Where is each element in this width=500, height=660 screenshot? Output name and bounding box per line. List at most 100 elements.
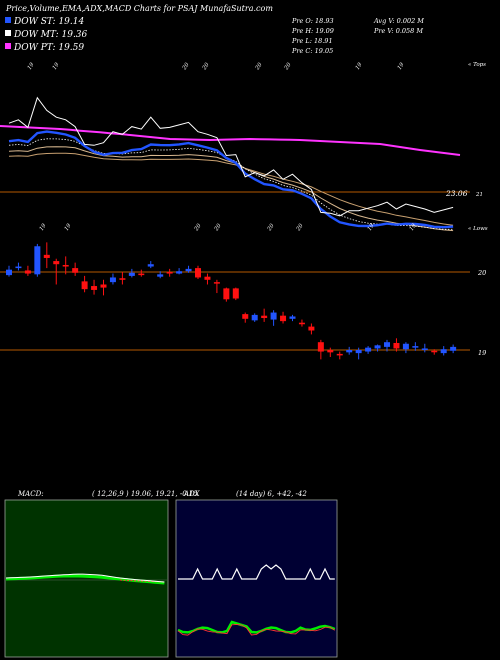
candle xyxy=(355,347,362,360)
ema-mt-dotted-line xyxy=(8,138,454,230)
candle-body xyxy=(346,350,353,353)
ribbon-date-label: 20 xyxy=(193,223,203,233)
candle-body xyxy=(195,268,201,278)
ribbon-date-label: 19 xyxy=(39,223,48,233)
avg-volume: Avg V: 0.002 M xyxy=(373,17,424,25)
candle xyxy=(147,261,154,269)
ribbon-date-labels: 19 19 20 20 20 20 19 19 xyxy=(39,223,418,233)
top-date-label: 20 xyxy=(254,62,264,72)
candle xyxy=(412,342,419,351)
candle-body xyxy=(298,322,305,325)
ribbon-date-label: 20 xyxy=(295,223,305,233)
prev-low: Pre L: 18.91 xyxy=(291,37,333,45)
candle xyxy=(223,287,230,302)
price-line xyxy=(8,96,454,217)
ema-long-line xyxy=(8,152,454,226)
candle-body xyxy=(261,315,268,319)
prev-volume: Pre V: 0.058 M xyxy=(373,27,423,35)
candle xyxy=(374,344,381,352)
macd-line xyxy=(5,573,165,583)
candle-body xyxy=(251,314,258,321)
candle-body xyxy=(72,268,79,273)
candle xyxy=(213,279,220,294)
top-date-label: 20 xyxy=(201,62,211,72)
candle-body xyxy=(147,264,154,267)
level-20-label: 20 xyxy=(477,269,486,277)
macd-panel: MACD: ( 12,26,9 ) 19.06, 19.21, -0.15 xyxy=(4,490,198,658)
tops-label: « Tops xyxy=(468,62,486,68)
legend-dow-pt: DOW PT: 19.59 xyxy=(13,43,84,53)
candle-body xyxy=(308,326,315,331)
top-date-label: 20 xyxy=(283,62,293,72)
adx-minus-di-line xyxy=(177,623,336,636)
candle xyxy=(346,346,353,355)
candle-panel: « Lows 19 19 20 20 20 20 19 19 20 19 xyxy=(0,223,488,360)
candle-body xyxy=(327,350,334,353)
legend: DOW ST: 19.14 DOW MT: 19.36 DOW PT: 19.5… xyxy=(5,17,88,53)
candle-body xyxy=(365,347,372,352)
candle xyxy=(298,319,305,327)
candles xyxy=(6,242,457,360)
candle-body xyxy=(204,276,211,280)
candle xyxy=(62,256,69,275)
candle-body xyxy=(109,277,116,283)
top-date-labels: 19 19 20 20 20 20 19 19 xyxy=(27,62,406,72)
candle-body xyxy=(15,266,22,269)
candle xyxy=(402,342,409,354)
candle xyxy=(232,287,239,301)
candle xyxy=(261,308,268,322)
candle xyxy=(336,351,343,360)
candle-body xyxy=(270,312,277,320)
ema-pt-line xyxy=(0,125,461,156)
candle xyxy=(138,269,145,277)
candle xyxy=(384,339,390,352)
candle-body xyxy=(91,286,98,290)
candle-body xyxy=(43,254,50,258)
candle xyxy=(128,268,135,278)
prev-close: Pre C: 19.05 xyxy=(291,47,333,55)
candle-body xyxy=(317,342,324,352)
legend-swatch-dow-mt xyxy=(5,30,11,36)
candle xyxy=(72,262,79,276)
lows-label: « Lows xyxy=(468,226,488,232)
candle xyxy=(24,265,31,276)
candle-body xyxy=(440,349,447,354)
candle-body xyxy=(450,346,457,351)
legend-swatch-dow-pt xyxy=(5,43,11,49)
candle xyxy=(6,265,12,277)
ema-level-label-2: 21 xyxy=(475,192,483,198)
candle xyxy=(81,275,88,293)
legend-dow-st: DOW ST: 19.14 xyxy=(13,17,84,27)
ohlc-readout: Pre O: 18.93 Pre H: 19.09 Pre L: 18.91 P… xyxy=(291,17,424,55)
candle-body xyxy=(213,282,220,284)
legend-dow-mt: DOW MT: 19.36 xyxy=(13,30,88,40)
macd-signal-line xyxy=(119,579,166,583)
candle xyxy=(53,258,60,285)
top-date-label: 19 xyxy=(397,62,406,72)
ema-mid-line xyxy=(8,146,454,232)
candle xyxy=(431,349,438,355)
candle xyxy=(100,279,107,296)
ribbon-date-label: 20 xyxy=(266,223,276,233)
top-date-label: 20 xyxy=(181,62,191,72)
adx-panel: ADX (14 day) 6, +42, -42 xyxy=(175,490,338,658)
candle-body xyxy=(421,348,428,350)
ribbon-date-label: 19 xyxy=(64,223,73,233)
top-date-label: 19 xyxy=(27,62,36,72)
candle xyxy=(195,265,201,280)
candle xyxy=(440,346,447,356)
candle-body xyxy=(6,269,12,276)
ribbon-date-label: 19 xyxy=(367,223,376,233)
candle-body xyxy=(223,288,230,300)
candle xyxy=(393,338,400,352)
candle-body xyxy=(412,346,419,348)
candle xyxy=(242,312,249,323)
ribbon-date-label: 19 xyxy=(409,223,418,233)
candle-body xyxy=(157,274,164,277)
candle-body xyxy=(128,272,135,276)
adx-label: ADX xyxy=(183,490,201,498)
candle xyxy=(308,323,315,335)
candle-body xyxy=(355,350,362,354)
candle-body xyxy=(119,278,126,280)
